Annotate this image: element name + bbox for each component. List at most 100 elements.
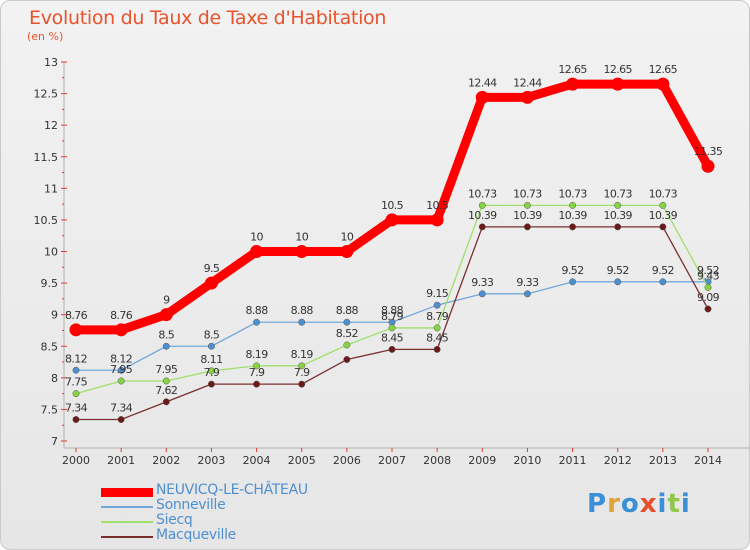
data-label: 8.76 xyxy=(65,309,88,322)
data-label: 8.45 xyxy=(381,331,404,344)
data-point xyxy=(117,416,125,423)
data-point xyxy=(569,278,577,286)
data-label: 7.75 xyxy=(65,376,88,389)
y-tick-label: 11.5 xyxy=(34,151,59,164)
data-label: 10.39 xyxy=(558,209,587,222)
data-label: 10.39 xyxy=(468,209,497,222)
data-label: 8.19 xyxy=(246,348,269,361)
data-point xyxy=(523,223,531,231)
x-tick-label: 2000 xyxy=(62,454,90,467)
data-label: 7.95 xyxy=(110,363,133,376)
data-label: 9.52 xyxy=(562,264,584,277)
data-point xyxy=(207,342,215,350)
data-label: 7.34 xyxy=(110,402,133,415)
data-point xyxy=(204,276,218,290)
data-point xyxy=(114,323,128,337)
data-label: 8.88 xyxy=(381,304,404,317)
legend-swatch-macqueville xyxy=(101,536,153,538)
data-point xyxy=(343,356,351,363)
data-point xyxy=(656,77,670,91)
data-point xyxy=(430,213,444,227)
data-point xyxy=(611,77,625,91)
y-tick-label: 10 xyxy=(44,246,58,259)
legend-label-sonneville: Sonneville xyxy=(156,497,226,513)
data-point xyxy=(162,377,170,385)
data-label: 8.11 xyxy=(200,353,222,366)
y-tick-label: 8 xyxy=(51,372,58,385)
x-tick-label: 2006 xyxy=(333,454,361,467)
data-label: 9.52 xyxy=(652,264,674,277)
proxiti-logo: Proxiti xyxy=(587,489,691,519)
data-point xyxy=(72,366,80,374)
x-tick-label: 2001 xyxy=(107,454,135,467)
y-tick-label: 12 xyxy=(44,119,58,132)
data-label: 12.44 xyxy=(468,76,497,89)
data-point xyxy=(117,366,125,374)
y-tick-label: 8.5 xyxy=(41,340,59,353)
data-label: 9.52 xyxy=(607,264,629,277)
data-label: 9.33 xyxy=(471,276,494,289)
y-tick-label: 7 xyxy=(51,435,58,448)
data-point xyxy=(614,278,622,286)
data-label: 8.5 xyxy=(204,328,220,341)
y-tick-label: 7.5 xyxy=(41,403,59,416)
data-label: 7.95 xyxy=(155,363,178,376)
data-point xyxy=(523,201,531,209)
data-point xyxy=(340,245,354,258)
data-label: 8.79 xyxy=(426,310,449,323)
legend-label-macqueville: Macqueville xyxy=(156,527,236,543)
data-point xyxy=(207,367,215,375)
data-point xyxy=(72,390,80,398)
legend-swatch-siecq xyxy=(101,521,153,523)
data-label: 10 xyxy=(295,231,308,244)
legend-label-neuvicq: NEUVICQ-LE-CHÂTEAU xyxy=(156,482,308,498)
data-point xyxy=(388,324,396,332)
data-label: 11.35 xyxy=(694,145,723,158)
data-label: 9.09 xyxy=(697,291,720,304)
data-point xyxy=(614,201,622,209)
data-point xyxy=(72,416,80,423)
data-point xyxy=(253,362,261,370)
data-label: 8.52 xyxy=(336,327,358,340)
data-point xyxy=(569,201,577,209)
data-point xyxy=(475,90,489,104)
data-label: 10.39 xyxy=(603,209,632,222)
data-point xyxy=(159,308,173,322)
data-point xyxy=(659,223,667,231)
data-point xyxy=(614,223,622,231)
data-label: 8.76 xyxy=(110,309,133,322)
data-label: 10 xyxy=(250,231,263,244)
x-tick-label: 2012 xyxy=(604,454,632,467)
legend-swatch-sonneville xyxy=(101,506,153,508)
logo-letter: P xyxy=(587,489,608,519)
logo-letter: i xyxy=(680,489,691,519)
data-point xyxy=(69,323,83,337)
data-label: 12.44 xyxy=(513,76,542,89)
data-label: 10.73 xyxy=(468,187,497,200)
x-tick-label: 2014 xyxy=(694,454,722,467)
x-tick-label: 2005 xyxy=(288,454,316,467)
x-tick-label: 2009 xyxy=(468,454,496,467)
data-label: 8.5 xyxy=(158,328,174,341)
data-point xyxy=(117,377,125,385)
data-label: 7.9 xyxy=(249,366,265,379)
y-tick-label: 9.5 xyxy=(41,277,59,290)
data-point xyxy=(162,342,170,350)
data-point xyxy=(701,159,715,173)
data-label: 12.65 xyxy=(649,63,678,76)
data-point xyxy=(250,245,264,258)
data-point xyxy=(388,345,396,353)
chart-title: Evolution du Taux de Taxe d'Habitation xyxy=(29,7,387,29)
data-label: 8.19 xyxy=(291,348,314,361)
data-label: 8.12 xyxy=(110,352,132,365)
data-label: 7.9 xyxy=(294,366,310,379)
data-label: 9.33 xyxy=(516,276,539,289)
x-tick-label: 2004 xyxy=(243,454,271,467)
data-point xyxy=(659,278,667,286)
x-tick-label: 2013 xyxy=(649,454,677,467)
data-label: 9.5 xyxy=(204,262,220,275)
x-tick-label: 2007 xyxy=(378,454,406,467)
data-point xyxy=(253,318,261,326)
data-point xyxy=(385,213,399,227)
